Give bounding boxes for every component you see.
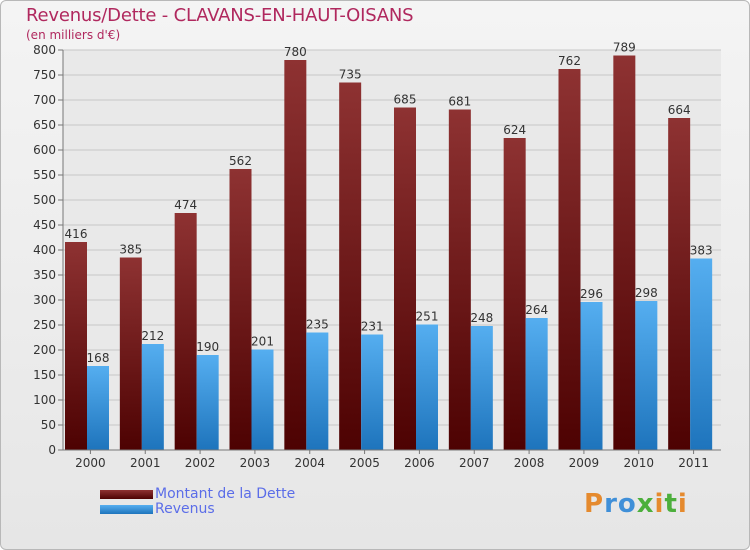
y-tick-label: 450	[33, 218, 56, 232]
bar-revenue	[306, 332, 329, 450]
bar-debt	[613, 55, 636, 450]
y-tick-label: 350	[33, 268, 56, 282]
data-label-revenue: 251	[416, 310, 439, 324]
data-label-revenue: 235	[306, 318, 329, 332]
data-label-revenue: 168	[87, 351, 110, 365]
bar-debt	[339, 82, 362, 450]
data-label-debt: 474	[174, 198, 197, 212]
data-label-revenue: 383	[690, 244, 713, 258]
x-tick-label: 2005	[349, 456, 380, 470]
bar-revenue	[361, 334, 384, 450]
y-tick-label: 200	[33, 343, 56, 357]
bar-revenue	[470, 326, 493, 450]
x-tick-label: 2001	[130, 456, 161, 470]
bar-revenue	[635, 301, 658, 450]
legend-label-revenue: Revenus	[155, 501, 215, 517]
x-tick-label: 2000	[75, 456, 106, 470]
bar-revenue	[580, 302, 603, 450]
bar-debt	[394, 107, 416, 450]
bar-revenue	[87, 366, 109, 450]
x-tick-label: 2006	[404, 456, 435, 470]
legend-swatch-revenue	[100, 505, 153, 514]
data-label-revenue: 190	[196, 340, 219, 354]
data-label-debt: 780	[284, 45, 307, 59]
y-tick-label: 50	[41, 418, 56, 432]
y-tick-label: 550	[33, 168, 56, 182]
data-label-debt: 789	[613, 41, 636, 55]
data-label-debt: 735	[339, 68, 362, 82]
y-tick-label: 100	[33, 393, 56, 407]
logo-letter: t	[664, 489, 678, 519]
data-label-revenue: 298	[635, 286, 658, 300]
y-tick-label: 250	[33, 318, 56, 332]
x-tick-label: 2010	[623, 456, 654, 470]
bar-debt	[284, 60, 307, 450]
bar-revenue	[141, 344, 164, 450]
bar-debt	[668, 118, 691, 450]
y-tick-label: 650	[33, 118, 56, 132]
bar-debt	[119, 257, 142, 450]
data-label-revenue: 212	[141, 329, 164, 343]
logo-letter: x	[636, 489, 655, 519]
bar-revenue	[690, 258, 713, 450]
logo-letter: i	[677, 489, 688, 519]
x-tick-label: 2007	[459, 456, 490, 470]
data-label-revenue: 231	[361, 320, 384, 334]
x-tick-label: 2003	[240, 456, 271, 470]
x-tick-label: 2009	[569, 456, 600, 470]
x-tick-label: 2004	[294, 456, 325, 470]
y-tick-label: 800	[33, 43, 56, 57]
data-label-revenue: 201	[251, 335, 274, 349]
logo-letter: o	[617, 489, 637, 519]
bar-debt	[448, 109, 471, 450]
data-label-debt: 624	[503, 123, 526, 137]
data-label-debt: 385	[119, 243, 142, 257]
y-tick-label: 400	[33, 243, 56, 257]
y-tick-label: 150	[33, 368, 56, 382]
bar-debt	[558, 69, 581, 450]
bar-revenue	[525, 318, 548, 450]
legend-label-debt: Montant de la Dette	[155, 486, 296, 502]
logo-letter: i	[654, 489, 665, 519]
chart-title: Revenus/Dette - CLAVANS-EN-HAUT-OISANS	[26, 5, 414, 26]
logo-letter: P	[584, 489, 605, 519]
x-tick-label: 2011	[678, 456, 709, 470]
bar-debt	[229, 169, 252, 450]
y-tick-label: 700	[33, 93, 56, 107]
bar-revenue	[196, 355, 219, 450]
data-label-revenue: 264	[525, 303, 548, 317]
data-label-debt: 664	[668, 103, 691, 117]
x-tick-label: 2008	[514, 456, 545, 470]
chart-subtitle: (en milliers d'€)	[26, 28, 121, 42]
data-label-debt: 685	[394, 93, 417, 107]
data-label-revenue: 248	[470, 311, 493, 325]
legend-swatch-debt	[100, 490, 153, 499]
data-label-revenue: 296	[580, 287, 603, 301]
bar-debt	[174, 213, 197, 450]
y-tick-label: 600	[33, 143, 56, 157]
data-label-debt: 562	[229, 154, 252, 168]
y-tick-label: 500	[33, 193, 56, 207]
bar-revenue	[251, 349, 274, 450]
y-tick-label: 750	[33, 68, 56, 82]
bar-revenue	[416, 324, 438, 450]
x-tick-label: 2002	[185, 456, 216, 470]
proxiti-logo: Proxiti	[584, 489, 688, 519]
bar-debt	[503, 138, 526, 450]
y-tick-label: 0	[48, 443, 56, 457]
logo-letter: r	[604, 489, 618, 519]
data-label-debt: 762	[558, 54, 581, 68]
y-tick-label: 300	[33, 293, 56, 307]
bar-debt	[65, 242, 87, 450]
data-label-debt: 416	[65, 227, 88, 241]
data-label-debt: 681	[448, 95, 471, 109]
